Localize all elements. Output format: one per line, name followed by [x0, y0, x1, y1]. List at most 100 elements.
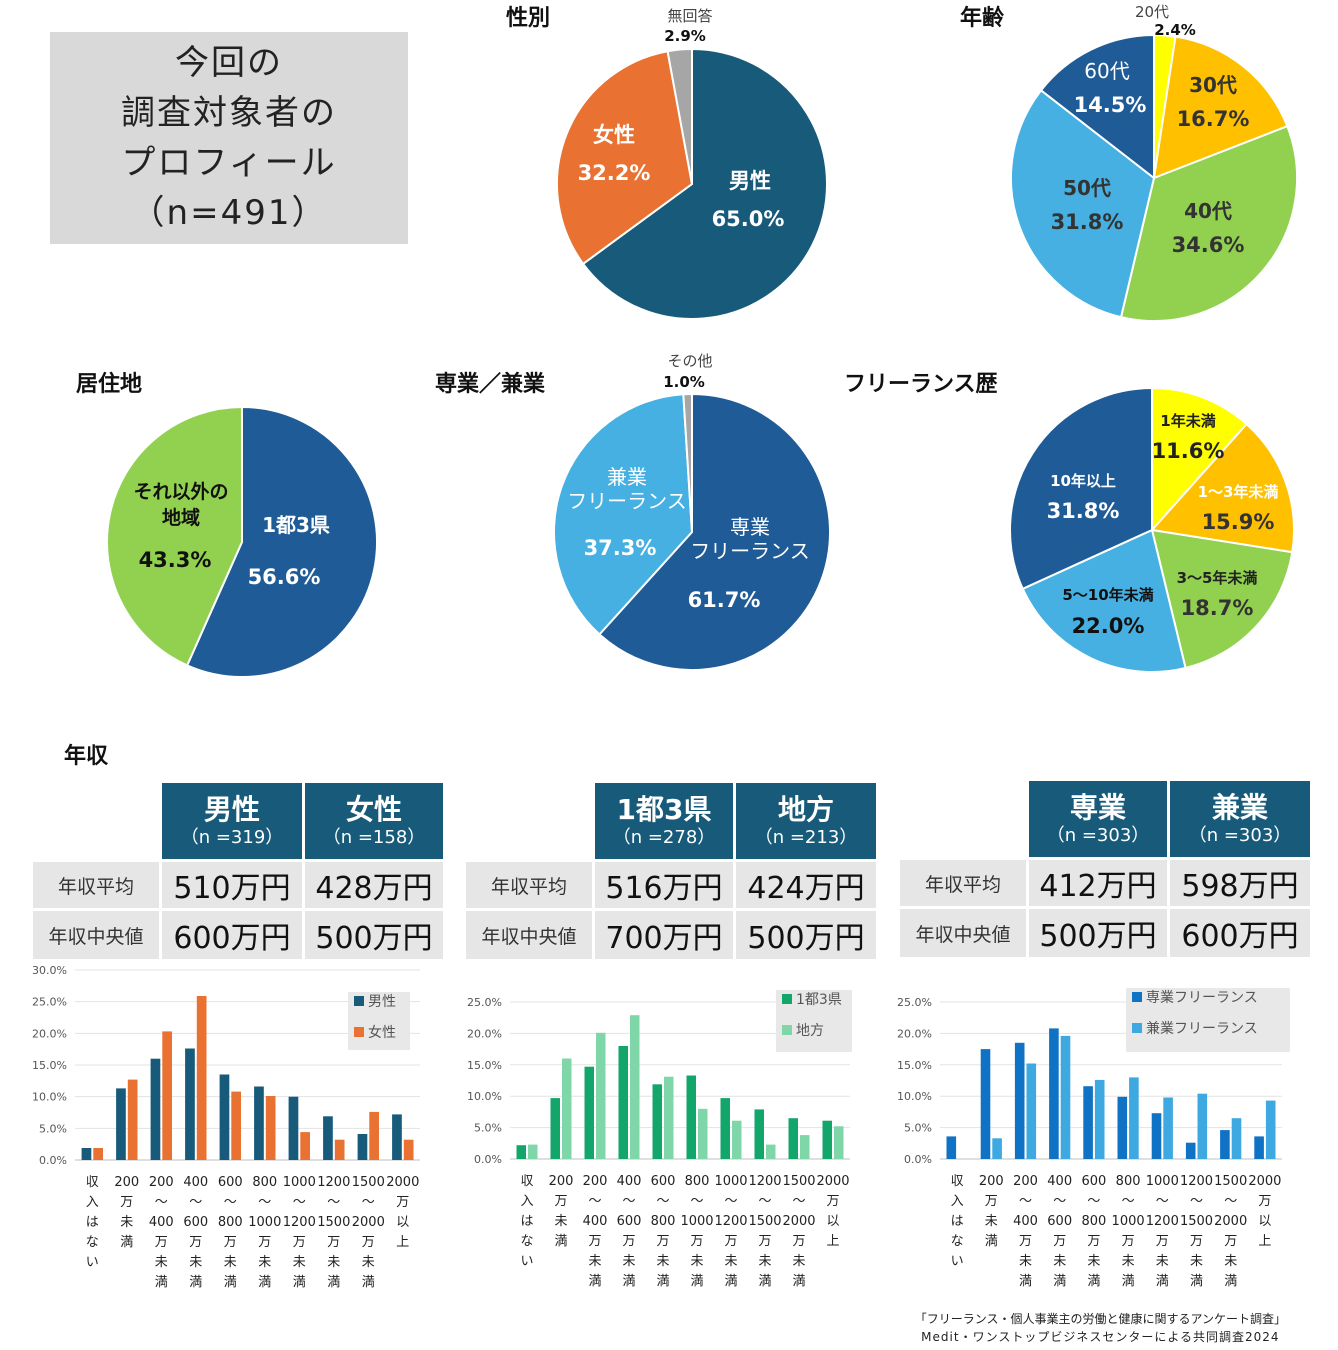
cell-value: 600万円 — [1170, 909, 1310, 957]
pie-slice-0-0 — [581, 47, 828, 320]
bar-1-6 — [732, 1120, 742, 1159]
bar-chart-0: 0.0% 5.0% 10.0% 15.0% 20.0% 25.0% 30.0% 収入はない 20… — [32, 964, 420, 1290]
bar-1-7 — [766, 1144, 776, 1159]
x-tick-label: 400 〜 600 万未満 — [183, 1175, 208, 1290]
x-tick-label: 200 〜 400 万未満 — [1013, 1174, 1038, 1289]
pie-slice-2-0 — [185, 405, 379, 678]
pie-label-3to5y: 3〜5年未満 — [1177, 569, 1258, 587]
pie-label-female: 女性 — [593, 123, 635, 147]
pie-value-noanswer: 2.9% — [664, 27, 706, 45]
source-line1: 「フリーランス・個人事業主の労働と健康に関するアンケート調査」 — [914, 1312, 1286, 1326]
row-label-median: 年収中央値 — [33, 911, 159, 959]
bar-1-8 — [1231, 1118, 1242, 1159]
row-label-average: 年収平均 — [466, 862, 592, 908]
pie-value-sidejob: 37.3% — [584, 536, 657, 560]
cell-value: 412万円 — [1029, 860, 1167, 906]
bar-1-6 — [1163, 1097, 1173, 1159]
x-tick-label: 1200 〜 1500 万未満 — [1180, 1174, 1213, 1289]
y-tick-label: 15.0% — [897, 1059, 932, 1072]
x-tick-label: 400 〜 600 万未満 — [1047, 1174, 1072, 1289]
bar-0-6 — [288, 1096, 299, 1160]
pie-value-20s: 2.4% — [1154, 21, 1196, 39]
bar-0-3 — [1049, 1028, 1059, 1159]
pie-gender: 男性 65.0% 女性 32.2% 無回答 2.9% — [556, 7, 828, 320]
bar-1-4 — [1094, 1079, 1105, 1159]
bar-0-3 — [618, 1046, 628, 1159]
x-tick-label: 2000 万以上 — [816, 1174, 849, 1249]
pie-title-experience: フリーランス歴 — [844, 372, 998, 397]
legend-label: 男性 — [368, 994, 396, 1010]
table-header-n: （n =278） — [612, 827, 716, 848]
pie-experience: 1年未満 11.6% 1〜3年未満 15.9% 3〜5年未満 18.7% 5〜1… — [1009, 386, 1295, 673]
legend-swatch — [354, 1027, 364, 1037]
bar-0-7 — [1185, 1142, 1196, 1159]
pie-label-lt1y: 1年未満 — [1160, 412, 1215, 430]
bar-1-0 — [528, 1144, 538, 1159]
x-tick-label: 600 〜 800 万未満 — [1081, 1174, 1106, 1289]
y-tick-label: 0.0% — [904, 1153, 932, 1166]
x-tick-label: 収入はない — [86, 1175, 99, 1270]
pie-label-5to10y: 5〜10年未満 — [1062, 586, 1153, 604]
bar-0-5 — [1117, 1096, 1128, 1159]
x-tick-label: 200 〜 400 万未満 — [149, 1175, 174, 1290]
pie-label-50s: 50代 — [1063, 176, 1111, 200]
pie-title-worktype: 専業／兼業 — [435, 372, 546, 397]
cell-value: 598万円 — [1170, 860, 1310, 906]
table-header-male: 男性 （n =319） — [162, 783, 302, 859]
x-tick-label: 600 〜 800 万未満 — [218, 1175, 243, 1290]
bar-1-1 — [562, 1058, 572, 1159]
x-tick-label: 2000 万以上 — [386, 1175, 419, 1250]
source-footer: 「フリーランス・個人事業主の労働と健康に関するアンケート調査」 Medit・ワン… — [915, 1310, 1286, 1346]
x-tick-label: 1500 〜 2000 万未満 — [352, 1175, 385, 1290]
bar-0-2 — [150, 1058, 161, 1160]
bar-0-8 — [788, 1118, 798, 1159]
income-table-gender: 男性 （n =319） 女性 （n =158） 年収平均 510万円 428万円… — [30, 780, 446, 962]
pie-label-male: 男性 — [729, 169, 771, 193]
pie-label-30s: 30代 — [1189, 73, 1237, 97]
bar-0-5 — [254, 1086, 264, 1160]
pie-label-other-region-1: それ以外の — [133, 480, 228, 503]
y-tick-label: 10.0% — [467, 1090, 502, 1103]
bar-1-3 — [1060, 1035, 1071, 1159]
bar-1-7 — [334, 1139, 345, 1160]
pie-value-other-region: 43.3% — [139, 548, 212, 572]
x-tick-label: 800 〜 1000 万未満 — [680, 1174, 713, 1289]
bar-0-0 — [516, 1145, 526, 1159]
pie-slice-3-0 — [598, 392, 831, 671]
profile-title-line3: プロフィール — [121, 143, 337, 183]
bar-0-5 — [686, 1075, 696, 1159]
pie-label-20s: 20代 — [1135, 3, 1169, 21]
pie-value-1to3y: 15.9% — [1202, 510, 1275, 534]
y-tick-label: 5.0% — [474, 1122, 502, 1135]
y-tick-label: 0.0% — [39, 1154, 67, 1167]
pie-value-3to5y: 18.7% — [1181, 596, 1254, 620]
pie-slice-2-1 — [106, 405, 243, 667]
pie-label-40s: 40代 — [1184, 199, 1232, 223]
table-header-fulltime: 専業 （n =303） — [1029, 781, 1167, 857]
x-tick-label: 1200 〜 1500 万未満 — [317, 1175, 350, 1290]
bar-1-2 — [162, 1031, 172, 1160]
pie-label-other: その他 — [667, 352, 712, 370]
legend-swatch — [354, 996, 364, 1006]
bar-0-4 — [652, 1084, 662, 1159]
bar-charts: 0.0% 5.0% 10.0% 15.0% 20.0% 25.0% 30.0% 収入はない 20… — [32, 964, 1290, 1290]
y-tick-label: 15.0% — [32, 1059, 67, 1072]
cell-value: 500万円 — [305, 911, 443, 959]
table-header-rural: 地方 （n =213） — [736, 783, 876, 859]
table-header-name: 男性 — [203, 793, 260, 826]
bar-1-8 — [369, 1111, 379, 1160]
pie-slice-4-1 — [1150, 422, 1295, 554]
bar-0-2 — [584, 1066, 594, 1159]
legend-label: 地方 — [796, 1023, 824, 1039]
pie-value-gt10y: 31.8% — [1047, 499, 1120, 523]
y-tick-label: 25.0% — [897, 996, 932, 1009]
bar-0-2 — [1014, 1042, 1025, 1159]
y-tick-label: 15.0% — [467, 1059, 502, 1072]
bar-0-6 — [1151, 1113, 1162, 1159]
profile-title-line2: 調査対象者の — [121, 93, 337, 133]
table-header-n: （n =158） — [322, 827, 426, 848]
bar-0-1 — [980, 1049, 991, 1159]
x-tick-label: 2000 万以上 — [1248, 1174, 1281, 1249]
bar-1-4 — [231, 1091, 241, 1160]
x-tick-label: 400 〜 600 万未満 — [617, 1174, 642, 1289]
